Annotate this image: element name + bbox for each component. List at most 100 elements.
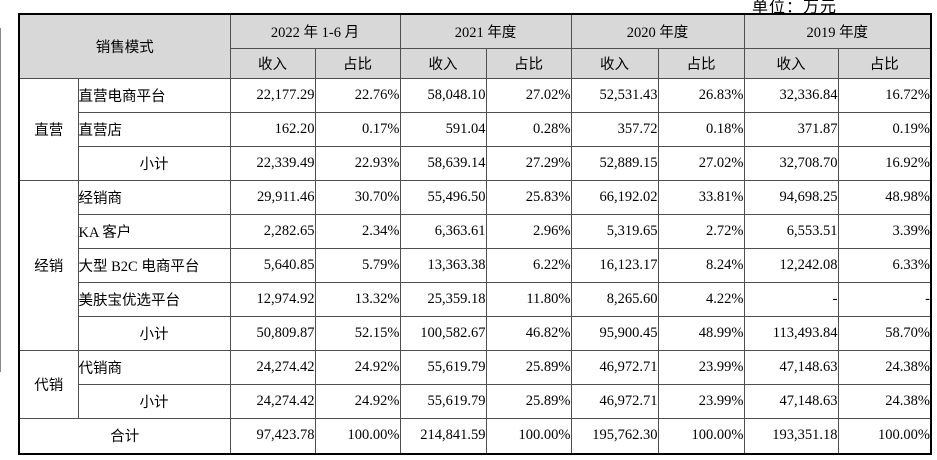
header-income-2021: 收入 bbox=[399, 48, 487, 79]
table-cell: 16.72% bbox=[837, 78, 932, 113]
table-cell: 24,274.42 bbox=[229, 384, 316, 419]
table-cell: 162.20 bbox=[229, 112, 316, 147]
table-cell: 100.00% bbox=[837, 418, 932, 454]
total-row: 合计 97,423.78 100.00% 214,841.59 100.00% … bbox=[18, 418, 932, 454]
table-cell: 27.02% bbox=[485, 78, 572, 113]
table-cell: 4.22% bbox=[657, 282, 745, 317]
table-cell: 2.72% bbox=[657, 214, 745, 249]
table-cell: 22,177.29 bbox=[229, 78, 316, 113]
table-cell: 27.02% bbox=[657, 146, 745, 181]
table-cell: 22.93% bbox=[314, 146, 401, 181]
table-row: 美肤宝优选平台 12,974.92 13.32% 25,359.18 11.80… bbox=[19, 282, 932, 317]
table-cell: 25.89% bbox=[485, 350, 572, 385]
table-cell: 12,974.92 bbox=[229, 282, 316, 317]
table-cell: 47,148.63 bbox=[743, 384, 839, 419]
table-cell: 52,531.43 bbox=[570, 78, 659, 113]
table-cell: 16,123.17 bbox=[570, 248, 659, 283]
table-cell: 6,363.61 bbox=[399, 214, 487, 249]
table-cell: 8,265.60 bbox=[570, 282, 659, 317]
table-cell: 5,319.65 bbox=[570, 214, 659, 249]
group-label-direct: 直营 bbox=[18, 78, 79, 181]
group-label-consignment: 代销 bbox=[18, 350, 79, 419]
table-row: 大型 B2C 电商平台 5,640.85 5.79% 13,363.38 6.2… bbox=[19, 248, 932, 283]
header-income-2019: 收入 bbox=[743, 48, 839, 79]
table-cell: 16.92% bbox=[837, 146, 932, 181]
table-cell: 100,582.67 bbox=[399, 316, 487, 351]
table-cell: 3.39% bbox=[837, 214, 932, 249]
table-cell: 24.92% bbox=[314, 350, 401, 385]
table-cell: 95,900.45 bbox=[570, 316, 659, 351]
table-cell: 27.29% bbox=[485, 146, 572, 181]
table-cell: 23.99% bbox=[657, 350, 745, 385]
table-cell: 29,911.46 bbox=[229, 180, 316, 215]
header-period-2021: 2021 年度 bbox=[399, 13, 572, 49]
header-row-metrics: 收入 占比 收入 占比 收入 占比 收入 占比 bbox=[19, 48, 932, 79]
subtotal-label: 小计 bbox=[77, 384, 231, 419]
table-cell: 58,048.10 bbox=[399, 78, 487, 113]
header-income-2020: 收入 bbox=[570, 48, 659, 79]
table-cell: 24,274.42 bbox=[229, 350, 316, 385]
table-row: 直营 直营电商平台 22,177.29 22.76% 58,048.10 27.… bbox=[18, 78, 932, 181]
table-cell: 46,972.71 bbox=[570, 350, 659, 385]
table-cell: 47,148.63 bbox=[743, 350, 839, 385]
header-share-2019: 占比 bbox=[837, 48, 932, 79]
table-row: 经销 经销商 29,911.46 30.70% 55,496.50 25.83%… bbox=[18, 180, 932, 351]
table-cell: 6.33% bbox=[837, 248, 932, 283]
table-cell: 0.18% bbox=[657, 112, 745, 147]
header-share-2020: 占比 bbox=[657, 48, 745, 79]
table-cell: 13,363.38 bbox=[399, 248, 487, 283]
table-cell: - bbox=[743, 282, 839, 317]
table-cell: 55,496.50 bbox=[399, 180, 487, 215]
table-cell: 0.19% bbox=[837, 112, 932, 147]
header-period-2019: 2019 年度 bbox=[743, 13, 932, 49]
table-cell: 12,242.08 bbox=[743, 248, 839, 283]
table-cell: 55,619.79 bbox=[399, 350, 487, 385]
table-cell: 32,708.70 bbox=[743, 146, 839, 181]
sales-mode-table: 销售模式 2022 年 1-6 月 2021 年度 2020 年度 2019 年… bbox=[18, 13, 932, 455]
row-label: 代销商 bbox=[77, 350, 231, 385]
row-label: 美肤宝优选平台 bbox=[77, 282, 231, 317]
table-cell: 48.99% bbox=[657, 316, 745, 351]
table-cell: 195,762.30 bbox=[570, 418, 659, 454]
table-row: 直营店 162.20 0.17% 591.04 0.28% 357.72 0.1… bbox=[19, 112, 932, 147]
table-cell: 58.70% bbox=[837, 316, 932, 351]
table-cell: 13.32% bbox=[314, 282, 401, 317]
table-cell: 5.79% bbox=[314, 248, 401, 283]
subtotal-label: 小计 bbox=[77, 146, 231, 181]
page-edge-artifact bbox=[0, 28, 1, 372]
table-cell: 193,351.18 bbox=[743, 418, 839, 454]
table-cell: 23.99% bbox=[657, 384, 745, 419]
table-cell: 22.76% bbox=[314, 78, 401, 113]
table-cell: 100.00% bbox=[485, 418, 572, 454]
header-period-2022: 2022 年 1-6 月 bbox=[229, 13, 401, 49]
table-cell: 25.89% bbox=[485, 384, 572, 419]
header-income-2022: 收入 bbox=[229, 48, 316, 79]
table-cell: 2.96% bbox=[485, 214, 572, 249]
table-cell: 357.72 bbox=[570, 112, 659, 147]
table-cell: 371.87 bbox=[743, 112, 839, 147]
table-cell: 32,336.84 bbox=[743, 78, 839, 113]
table-cell: 55,619.79 bbox=[399, 384, 487, 419]
table-cell: 0.28% bbox=[485, 112, 572, 147]
table-cell: 33.81% bbox=[657, 180, 745, 215]
table-cell: 8.24% bbox=[657, 248, 745, 283]
table-cell: 52.15% bbox=[314, 316, 401, 351]
subtotal-row: 小计 50,809.87 52.15% 100,582.67 46.82% 95… bbox=[19, 316, 932, 351]
header-row-periods: 销售模式 2022 年 1-6 月 2021 年度 2020 年度 2019 年… bbox=[18, 13, 932, 79]
table-cell: 50,809.87 bbox=[229, 316, 316, 351]
table-cell: 30.70% bbox=[314, 180, 401, 215]
row-label: 直营店 bbox=[77, 112, 231, 147]
table-cell: 97,423.78 bbox=[229, 418, 316, 454]
table-row: KA 客户 2,282.65 2.34% 6,363.61 2.96% 5,31… bbox=[19, 214, 932, 249]
table-cell: 113,493.84 bbox=[743, 316, 839, 351]
table-cell: 26.83% bbox=[657, 78, 745, 113]
row-label: 直营电商平台 bbox=[77, 78, 231, 113]
subtotal-row: 小计 22,339.49 22.93% 58,639.14 27.29% 52,… bbox=[19, 146, 932, 181]
total-label: 合计 bbox=[18, 418, 231, 454]
table-cell: 25,359.18 bbox=[399, 282, 487, 317]
table-cell: 11.80% bbox=[485, 282, 572, 317]
header-share-2021: 占比 bbox=[485, 48, 572, 79]
table-cell: 5,640.85 bbox=[229, 248, 316, 283]
group-label-distribution: 经销 bbox=[18, 180, 79, 351]
table-cell: 2,282.65 bbox=[229, 214, 316, 249]
